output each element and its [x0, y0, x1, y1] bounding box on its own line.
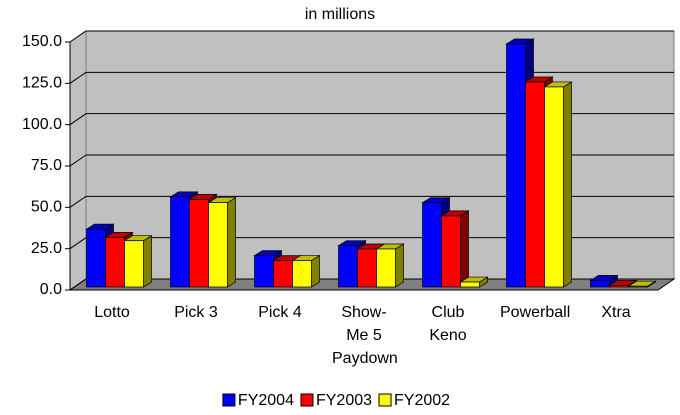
y-tick-label: 0.0: [40, 281, 62, 298]
bar: [208, 202, 228, 288]
bar-side: [311, 254, 320, 288]
y-tick-label: 125.0: [22, 75, 62, 92]
chart-title: in millions: [305, 6, 375, 23]
bar: [273, 260, 293, 288]
grid-line: [69, 71, 674, 84]
bar: [124, 240, 144, 288]
bar: [292, 260, 312, 288]
x-tick-label: Lotto: [94, 304, 130, 321]
bar: [338, 245, 358, 288]
bar-side: [460, 210, 469, 288]
grid-line: [69, 195, 674, 208]
bar-side: [395, 243, 404, 288]
bar: [544, 86, 564, 288]
bar: [460, 281, 480, 288]
grid-line: [69, 237, 674, 250]
legend-swatch: [222, 393, 236, 407]
bar-side: [143, 235, 152, 288]
y-tick-label: 75.0: [31, 157, 62, 174]
bar: [441, 215, 461, 288]
legend-label: FY2002: [394, 392, 450, 409]
legend-label: FY2003: [316, 392, 372, 409]
bar: [376, 248, 396, 288]
x-tick-label: Pick 3: [174, 304, 218, 321]
bar-side: [563, 81, 572, 288]
bar: [628, 285, 648, 288]
bar: [609, 284, 629, 288]
legend-label: FY2004: [238, 392, 294, 409]
legend-swatch: [378, 393, 392, 407]
bar: [86, 228, 106, 288]
y-tick-label: 150.0: [22, 33, 62, 50]
bar: [525, 81, 545, 288]
x-tick-label: Pick 4: [258, 304, 302, 321]
bar: [189, 199, 209, 288]
x-tick-label: Xtra: [601, 304, 631, 321]
bar: [170, 196, 190, 288]
bar: [357, 248, 377, 288]
bar-side: [227, 197, 236, 288]
x-tick-label: Show-Me 5 Paydown: [332, 304, 398, 367]
x-tick-label: Club Keno: [429, 304, 467, 344]
bar: [422, 202, 442, 288]
grid-line: [69, 113, 674, 126]
y-tick-label: 25.0: [31, 240, 62, 257]
x-tick-label: Powerball: [500, 304, 571, 321]
bar: [506, 43, 526, 288]
grid-line: [69, 30, 674, 43]
grid-line: [69, 154, 674, 167]
bar: [105, 237, 125, 288]
bar: [590, 280, 610, 288]
bar: [254, 255, 274, 288]
y-tick-label: 50.0: [31, 199, 62, 216]
legend-swatch: [300, 393, 314, 407]
y-tick-label: 100.0: [22, 116, 62, 133]
